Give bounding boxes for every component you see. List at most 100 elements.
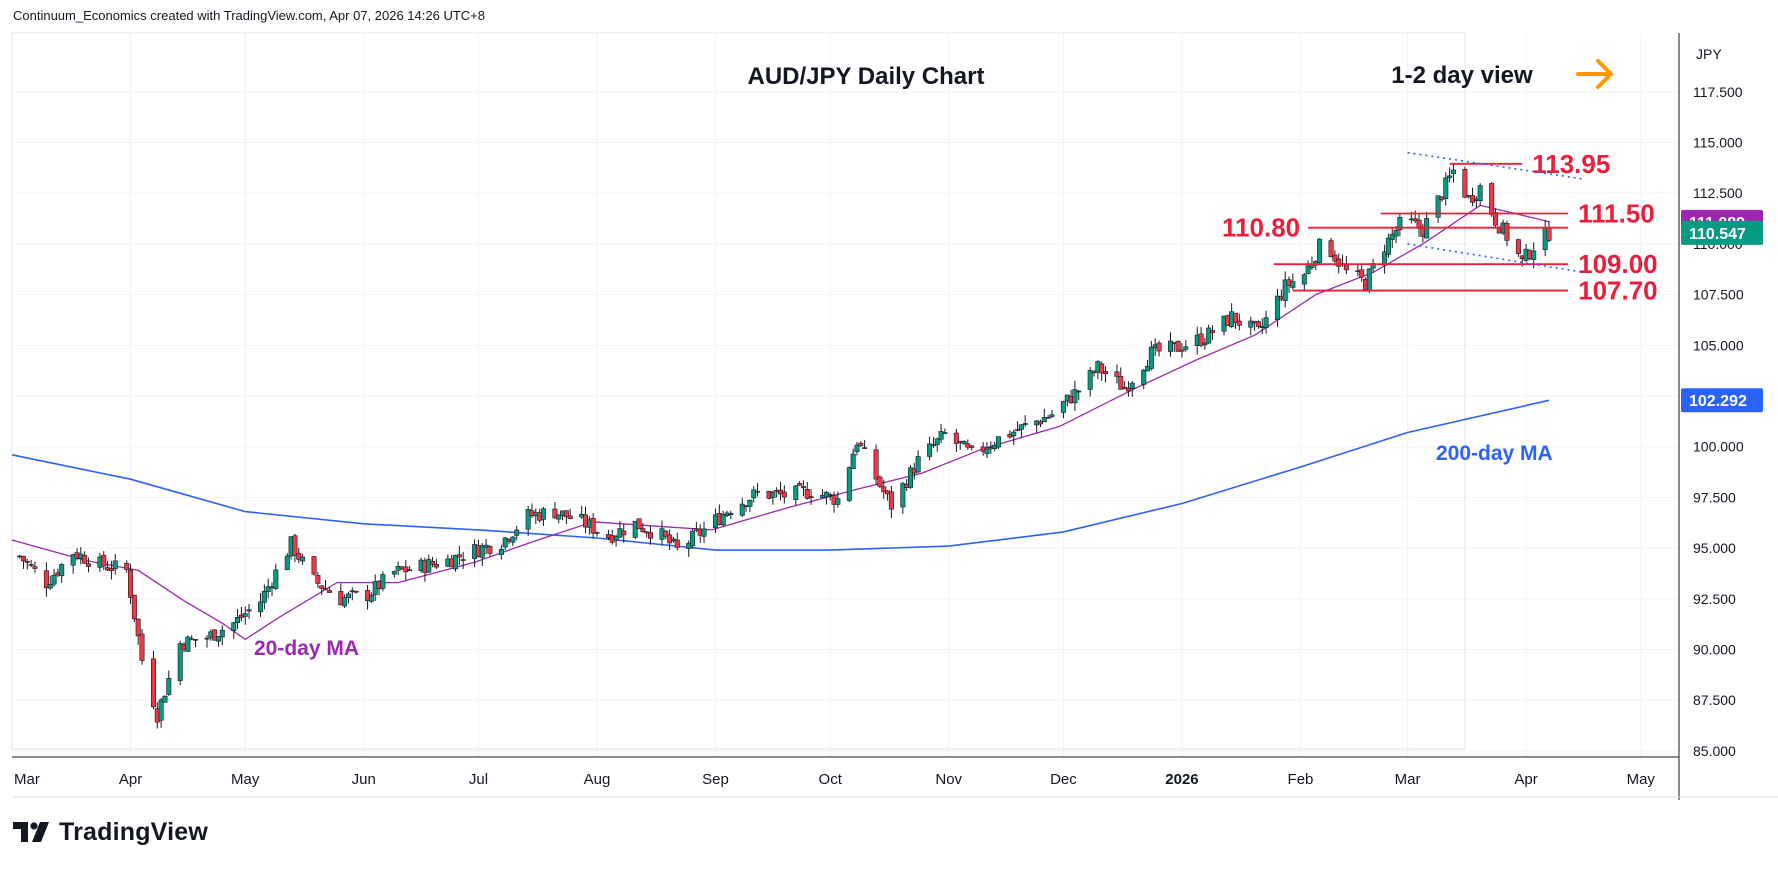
y-tick-label: 97.500 bbox=[1693, 489, 1736, 505]
candle-body bbox=[751, 489, 757, 499]
candle-body bbox=[24, 561, 30, 563]
candle-body bbox=[1515, 239, 1521, 254]
candle-body bbox=[460, 559, 466, 561]
candle-body bbox=[1206, 327, 1212, 344]
candle-body bbox=[888, 491, 894, 510]
price-axis[interactable]: 117.500115.000112.500110.000107.500105.0… bbox=[1693, 84, 1744, 759]
candle-body bbox=[139, 633, 145, 661]
chart-title: AUD/JPY Daily Chart bbox=[748, 63, 985, 90]
candle-body bbox=[1450, 169, 1456, 174]
candle-body bbox=[567, 515, 573, 519]
candle-body bbox=[323, 587, 329, 590]
last-price-badge-bg bbox=[1681, 220, 1763, 245]
x-tick-label: May bbox=[231, 771, 260, 788]
candle-body bbox=[1118, 376, 1124, 390]
candle-body bbox=[193, 638, 199, 641]
candle-body bbox=[800, 486, 806, 489]
candle-body bbox=[426, 559, 432, 573]
candle-body bbox=[613, 536, 619, 541]
trend-line bbox=[1407, 243, 1584, 274]
candle-body bbox=[674, 539, 680, 548]
candle-body bbox=[204, 637, 210, 640]
candle-body bbox=[1232, 312, 1238, 323]
candle-body bbox=[739, 503, 745, 516]
candle-body bbox=[380, 574, 386, 589]
candle-body bbox=[284, 555, 290, 571]
candle-body bbox=[632, 520, 638, 538]
candle-body bbox=[108, 568, 114, 571]
candle-body bbox=[403, 566, 409, 573]
candle-body bbox=[1412, 218, 1418, 222]
candle-body bbox=[498, 548, 504, 555]
candle-body bbox=[701, 528, 707, 537]
candle-body bbox=[47, 584, 53, 589]
candle-body bbox=[342, 597, 348, 607]
x-tick-label: Mar bbox=[14, 771, 40, 788]
candle-body bbox=[594, 532, 600, 534]
candle-body bbox=[540, 508, 546, 520]
candle-body bbox=[827, 494, 833, 496]
candle-body bbox=[1477, 185, 1483, 202]
candle-body bbox=[514, 529, 520, 536]
candle-body bbox=[70, 554, 76, 566]
tradingview-logo-icon bbox=[13, 821, 49, 842]
candle-body bbox=[453, 555, 459, 570]
candle-body bbox=[479, 545, 485, 558]
candle-body bbox=[590, 518, 596, 534]
candle-body bbox=[85, 563, 91, 567]
candle-body bbox=[1011, 431, 1017, 437]
y-tick-label: 87.500 bbox=[1693, 692, 1736, 708]
ma20-line bbox=[11, 204, 1550, 641]
candle-body bbox=[965, 443, 971, 448]
candle-body bbox=[1156, 342, 1162, 352]
candle-body bbox=[747, 499, 753, 507]
x-tick-label: Feb bbox=[1288, 771, 1314, 788]
y-tick-label: 112.500 bbox=[1693, 185, 1743, 201]
candle-body bbox=[1198, 333, 1204, 346]
candle-body bbox=[1167, 340, 1173, 352]
y-tick-label: 92.500 bbox=[1693, 591, 1736, 607]
candle-body bbox=[1148, 346, 1154, 369]
candle-body bbox=[326, 590, 332, 593]
candle-body bbox=[858, 442, 864, 446]
x-tick-label: Oct bbox=[819, 771, 843, 788]
candle-body bbox=[212, 629, 218, 641]
candle-body bbox=[1359, 269, 1365, 278]
candle-body bbox=[1382, 251, 1388, 266]
candle-body bbox=[28, 564, 34, 566]
candle-body bbox=[131, 594, 137, 620]
candle-body bbox=[621, 530, 627, 536]
view-label: 1-2 day view bbox=[1391, 62, 1533, 89]
arrow-right-icon bbox=[1576, 59, 1613, 89]
candle-body bbox=[1290, 281, 1296, 288]
time-axis[interactable]: Mar Apr May Jun Jul Aug Sep Oct Nov Dec 2026 Feb Mar… bbox=[14, 771, 1655, 788]
tradingview-logo[interactable]: TradingView bbox=[13, 818, 208, 847]
candle-body bbox=[300, 556, 306, 562]
candle-body bbox=[1492, 212, 1498, 226]
ma20-label: 20-day MA bbox=[254, 637, 359, 660]
x-tick-label: Jul bbox=[469, 771, 488, 788]
x-tick-label: Mar bbox=[1395, 771, 1421, 788]
candle-body bbox=[1045, 417, 1051, 419]
candle-body bbox=[1435, 195, 1441, 218]
candle-body bbox=[690, 530, 696, 547]
candle-body bbox=[345, 593, 351, 598]
candle-body bbox=[854, 444, 860, 453]
candle-body bbox=[984, 448, 990, 454]
candle-body bbox=[1102, 371, 1108, 375]
candle-body bbox=[934, 438, 940, 445]
x-tick-label: Apr bbox=[1514, 771, 1537, 788]
candle-body bbox=[797, 483, 803, 486]
candle-body bbox=[1332, 254, 1338, 262]
currency-label: JPY bbox=[1696, 46, 1722, 62]
candle-body bbox=[881, 486, 887, 493]
candle-body bbox=[1015, 429, 1021, 431]
candle-body bbox=[231, 622, 237, 631]
candle-body bbox=[1447, 175, 1453, 178]
candle-body bbox=[755, 490, 761, 493]
candlestick-series bbox=[17, 163, 1552, 729]
candle-body bbox=[1489, 183, 1495, 215]
candle-body bbox=[510, 536, 516, 543]
